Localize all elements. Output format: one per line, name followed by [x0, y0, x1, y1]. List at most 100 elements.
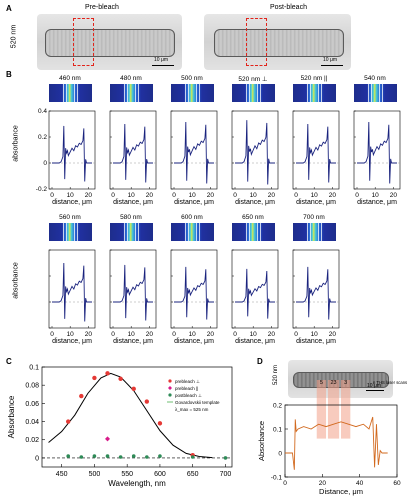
x-tick-label: 0 — [233, 192, 237, 199]
panel-a-letter: A — [6, 4, 12, 13]
legend-label: prebleach || — [175, 386, 198, 391]
absorbance-trace — [174, 122, 214, 184]
spectral-stripe — [379, 84, 380, 102]
plot-frame — [292, 249, 340, 329]
spectral-stripe — [368, 84, 369, 102]
spectral-stripe — [63, 223, 64, 241]
spectral-stripe — [138, 84, 139, 102]
y-axis-label: Absorbance — [257, 421, 266, 461]
spectral-stripe — [310, 223, 311, 241]
spectral-stripe — [74, 223, 75, 241]
absorbance-trace — [174, 266, 214, 320]
absorbance-profile — [285, 416, 388, 470]
x-tick-label: 10 — [372, 192, 380, 199]
y-tick-label: 0.02 — [25, 437, 39, 444]
plot-frame — [292, 110, 340, 190]
y-tick-label: 0.1 — [29, 365, 39, 372]
scan-count-label: 23 — [330, 380, 336, 386]
x-tick-label: 10 — [67, 331, 75, 338]
spectral-stripe — [135, 84, 136, 102]
panel-a-row-label: 520 nm — [10, 24, 18, 49]
x-tick-label: 0 — [355, 192, 359, 199]
post-bleach-image: 10 μm — [204, 14, 351, 70]
spectral-image — [293, 223, 336, 241]
y-tick-label: 0.2 — [273, 403, 282, 410]
y-tick-label: -0.2 — [36, 186, 48, 193]
postbleach-point — [158, 454, 162, 458]
spectral-stripe — [257, 84, 258, 102]
spectral-stripe — [196, 223, 197, 241]
plot-frame — [353, 110, 401, 190]
x-tick-label: 10 — [189, 331, 197, 338]
spectral-stripe — [307, 84, 308, 102]
absorbance-trace — [235, 268, 275, 319]
spectral-stripe — [382, 84, 383, 102]
x-tick-label: 0 — [111, 331, 115, 338]
y-tick-label: 0 — [43, 160, 47, 167]
postbleach-point — [145, 455, 149, 459]
x-tick-label: 20 — [329, 331, 337, 338]
template-curve — [48, 372, 213, 459]
legend-label: λ_max = 525 nm — [175, 407, 209, 412]
postbleach-point — [131, 454, 136, 458]
spectral-stripe — [127, 223, 128, 241]
spectral-image — [110, 84, 153, 102]
x-axis-label: distance, μm — [113, 338, 153, 345]
x-tick-label: 10 — [128, 331, 136, 338]
panel-c-chart: 0 0.02 0.04 0.06 0.08 0.1 450 500 550 600 650 700 Wa… — [7, 365, 233, 488]
plot-frame — [231, 110, 279, 190]
y-tick-label: -0.1 — [271, 475, 283, 482]
post-bleach-roi — [246, 18, 267, 66]
spectral-stripe — [77, 223, 78, 241]
x-axis-label: distance, μm — [113, 199, 153, 206]
spectral-stripe — [127, 84, 128, 102]
spectral-stripe — [199, 223, 200, 241]
scan-note: n THS laser scans — [373, 380, 407, 385]
spectral-image-title: 480 nm — [120, 75, 142, 82]
postbleach-point — [223, 456, 228, 460]
y-tick-label: 0.1 — [273, 427, 282, 434]
pre-bleach-image: 10 μm — [37, 14, 182, 70]
y-tick-label: 0.08 — [25, 383, 39, 390]
prebleach-perp-point — [79, 393, 84, 399]
plot-frame — [109, 249, 157, 329]
spectral-image — [293, 84, 336, 102]
x-tick-label: 10 — [250, 192, 258, 199]
spectral-image — [232, 223, 275, 241]
y-tick-label: 0.04 — [25, 419, 39, 426]
x-tick-label: 0 — [111, 192, 115, 199]
pre-scale-label: 10 μm — [154, 57, 168, 63]
spectral-stripe — [185, 84, 186, 102]
absorbance-trace — [113, 264, 153, 321]
x-tick-label: 20 — [85, 192, 93, 199]
spectral-stripe — [196, 84, 197, 102]
x-tick-label: 0 — [50, 331, 54, 338]
spectral-stripe — [135, 223, 136, 241]
x-tick-label: 0 — [294, 192, 298, 199]
x-axis-label: distance, μm — [52, 338, 92, 345]
x-tick-label: 40 — [356, 480, 364, 487]
legend-label: Govardovskii template — [175, 400, 220, 405]
x-tick-label: 550 — [121, 471, 133, 478]
spectral-stripe — [321, 223, 322, 241]
panel-d-scale-label: 10 μm — [367, 383, 381, 389]
spectral-image — [171, 84, 214, 102]
absorbance-trace — [296, 266, 336, 320]
x-tick-label: 650 — [187, 471, 199, 478]
spectral-stripe — [63, 84, 64, 102]
spectral-stripe — [188, 223, 189, 241]
x-tick-label: 20 — [268, 331, 276, 338]
x-axis-label: distance, μm — [52, 199, 92, 206]
absorbance-trace — [235, 120, 275, 185]
x-axis-label: distance, μm — [296, 199, 336, 206]
spectral-stripe — [371, 84, 372, 102]
plot-frame — [41, 366, 233, 468]
x-tick-label: 60 — [393, 480, 401, 487]
x-tick-label: 10 — [250, 331, 258, 338]
